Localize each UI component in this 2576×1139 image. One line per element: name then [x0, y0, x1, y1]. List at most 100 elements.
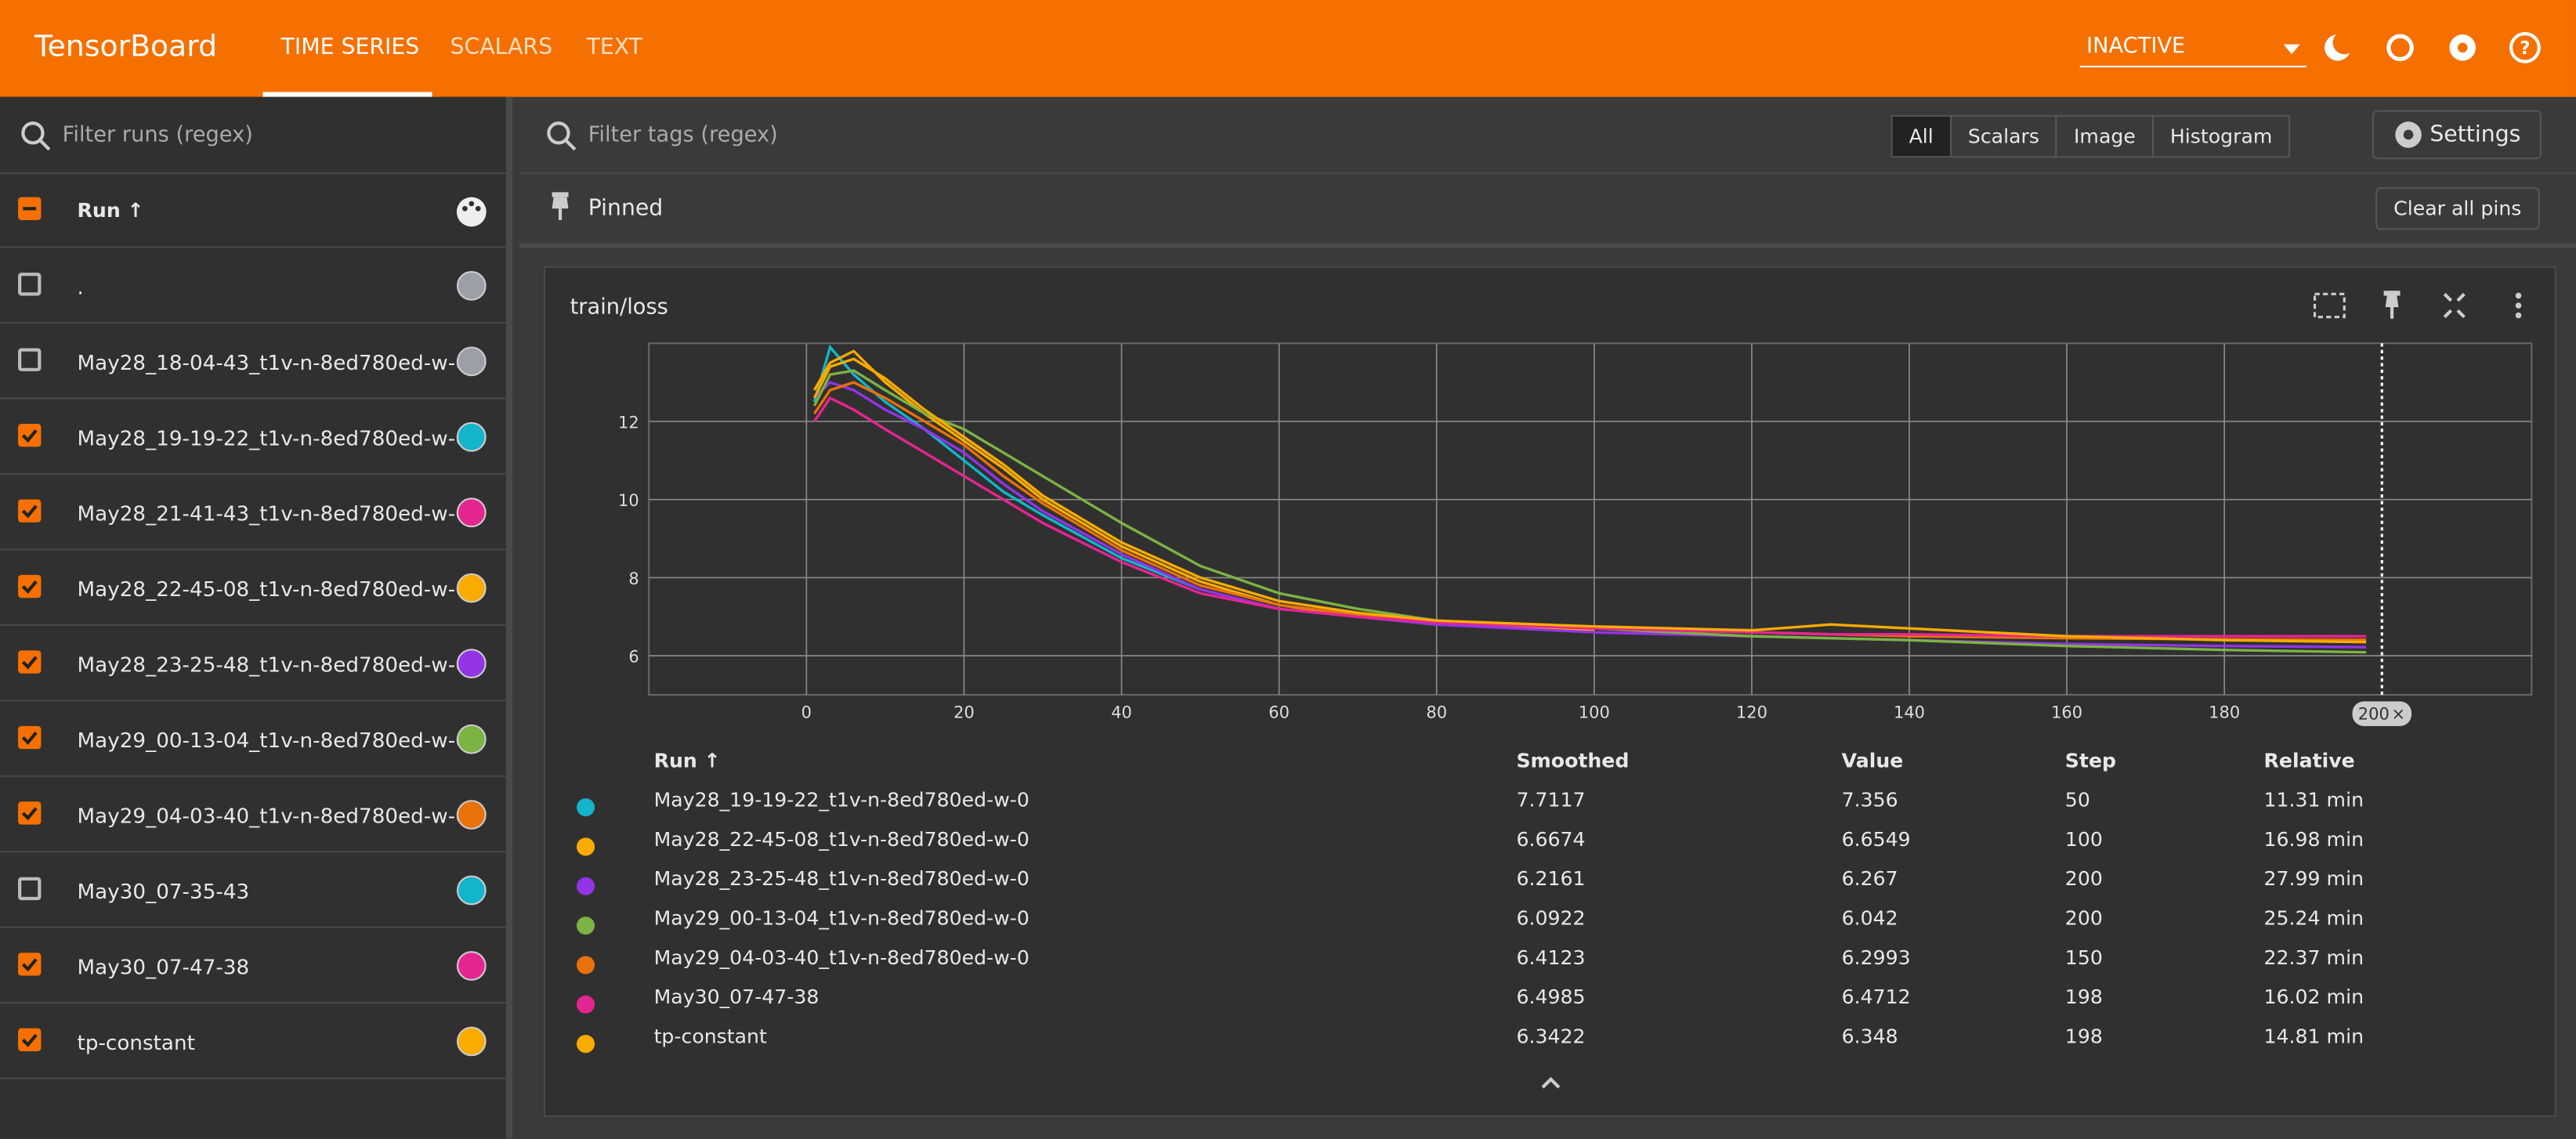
table-cell: 6.042	[1841, 906, 1898, 930]
table-cell: 6.4123	[1516, 946, 1586, 970]
select-all[interactable]	[18, 197, 42, 220]
clear-pins[interactable]: Clear all pins	[2375, 187, 2540, 230]
run-checkbox[interactable]	[18, 499, 42, 522]
x-tick-label: 140	[1894, 703, 1925, 721]
run-checkbox[interactable]	[18, 1028, 42, 1052]
run-row: May30_07-47-38	[0, 930, 506, 1004]
type-filter: All Scalars Image Histogram	[1890, 114, 2291, 158]
help-q: ?	[2520, 38, 2530, 59]
run-checkbox[interactable]	[18, 650, 42, 674]
run-color[interactable]	[456, 800, 487, 830]
search-icon	[547, 121, 577, 151]
run-name: tp-constant	[77, 1029, 195, 1055]
palette-icon[interactable]	[455, 196, 488, 229]
dropdown-underline	[2079, 65, 2307, 67]
run-checkbox[interactable]	[18, 953, 42, 976]
table-cell: 6.4985	[1516, 985, 1586, 1009]
table-cell: 6.0922	[1516, 906, 1586, 930]
settings-hole	[2457, 42, 2468, 53]
x-tick-label: 80	[1426, 703, 1447, 721]
tab[interactable]: TEXT	[586, 34, 642, 61]
run-checkbox[interactable]	[18, 424, 42, 447]
type-button[interactable]: All	[1890, 114, 1952, 158]
collapse-icon[interactable]	[2443, 292, 2466, 319]
run-color[interactable]	[456, 724, 487, 754]
table-cell: tp-constant	[653, 1025, 767, 1048]
runs-filter[interactable]: Filter runs (regex)	[62, 123, 253, 148]
settings-icon	[2395, 121, 2422, 148]
app-header: TensorBoard TIME SERIES SCALARS TEXT INA…	[0, 0, 2576, 97]
more-icon[interactable]	[2515, 292, 2522, 319]
table-cell: 16.98 min	[2263, 827, 2364, 852]
type-button[interactable]: Image	[2055, 114, 2154, 158]
y-tick-label: 12	[618, 413, 639, 432]
expand-icon[interactable]	[1538, 1072, 1565, 1092]
run-color[interactable]	[456, 951, 487, 981]
run-color[interactable]	[456, 421, 487, 452]
type-button[interactable]: Scalars	[1949, 114, 2058, 158]
run-color[interactable]	[456, 270, 487, 301]
run-color[interactable]	[456, 875, 487, 906]
pin-icon	[552, 192, 569, 220]
check	[21, 1033, 38, 1047]
run-row: tp-constant	[0, 1005, 506, 1079]
step-selector-badge[interactable]	[2352, 701, 2412, 726]
scalar-card: train/loss 6 8 10 12 0 20 40 60 80 100 120 140 160 18…	[544, 266, 2556, 1117]
series-line	[813, 396, 2367, 638]
run-checkbox[interactable]	[18, 348, 42, 371]
run-name: May28_19-19-22_t1v-n-8ed780ed-w-0	[77, 425, 469, 450]
run-row: May28_23-25-48_t1v-n-8ed780ed-w-0	[0, 627, 506, 702]
data-table: Run ↑ Smoothed Value Step Relative May28_19-1…	[545, 736, 2555, 1056]
help-icon[interactable]	[2509, 31, 2541, 63]
table-cell: 200	[2064, 867, 2103, 891]
x-tick-label: 180	[2209, 703, 2240, 721]
table-cell: 100	[2064, 827, 2103, 852]
run-column[interactable]: Run ↑	[77, 198, 144, 222]
run-checkbox[interactable]	[18, 877, 42, 901]
run-color[interactable]	[456, 1026, 487, 1057]
type-button[interactable]: Histogram	[2151, 114, 2291, 158]
run-row: May28_19-19-22_t1v-n-8ed780ed-w-0	[0, 401, 506, 475]
pin-card-icon[interactable]	[2383, 291, 2401, 319]
run-row: May29_00-13-04_t1v-n-8ed780ed-w-0	[0, 703, 506, 777]
tab[interactable]: SCALARS	[450, 34, 553, 61]
x-tick-label: 120	[1736, 703, 1767, 721]
run-checkbox[interactable]	[18, 801, 42, 825]
run-color[interactable]	[456, 649, 487, 679]
settings-button[interactable]: Settings	[2372, 110, 2542, 160]
run-name: May28_18-04-43_t1v-n-8ed780ed-w-0	[77, 349, 469, 375]
run-color[interactable]	[456, 497, 487, 528]
dropdown-arrow[interactable]	[2283, 44, 2300, 55]
check	[21, 807, 38, 821]
header-icons: ?	[2283, 31, 2541, 63]
pinned-bar: Pinned Clear all pins	[519, 174, 2576, 248]
table-cell: May28_22-45-08_t1v-n-8ed780ed-w-0	[653, 827, 1029, 852]
table-cell: May30_07-47-38	[653, 985, 819, 1009]
run-color[interactable]	[456, 573, 487, 603]
table-cell: 27.99 min	[2263, 867, 2364, 891]
tab[interactable]: TIME SERIES	[280, 34, 420, 61]
divider	[0, 172, 506, 175]
run-name: May28_21-41-43_t1v-n-8ed780ed-w-0	[77, 501, 469, 526]
fit-icon[interactable]	[2313, 292, 2346, 319]
run-checkbox[interactable]	[18, 273, 42, 296]
theme-icon-cut	[2332, 31, 2356, 55]
y-tick-label: 6	[628, 648, 639, 667]
run-row: May28_18-04-43_t1v-n-8ed780ed-w-0	[0, 325, 506, 400]
table-cell: 50	[2064, 788, 2090, 812]
column-header: Relative	[2263, 749, 2355, 772]
table-cell: 200	[2064, 906, 2103, 930]
tags-filter[interactable]: Filter tags (regex)	[588, 123, 778, 148]
run-checkbox[interactable]	[18, 725, 42, 750]
table-cell: 6.3422	[1516, 1025, 1586, 1048]
plot-area	[648, 342, 2533, 696]
run-color[interactable]	[456, 346, 487, 377]
run-name: May30_07-35-43	[77, 878, 250, 904]
status-dropdown[interactable]: INACTIVE	[2086, 34, 2186, 60]
run-name: May30_07-47-38	[77, 954, 250, 979]
run-checkbox[interactable]	[18, 574, 42, 598]
column-header[interactable]: Run ↑	[653, 749, 721, 772]
table-cell: 16.02 min	[2263, 985, 2364, 1009]
reload-icon[interactable]	[2386, 34, 2414, 62]
table-cell: 7.356	[1841, 788, 1898, 812]
